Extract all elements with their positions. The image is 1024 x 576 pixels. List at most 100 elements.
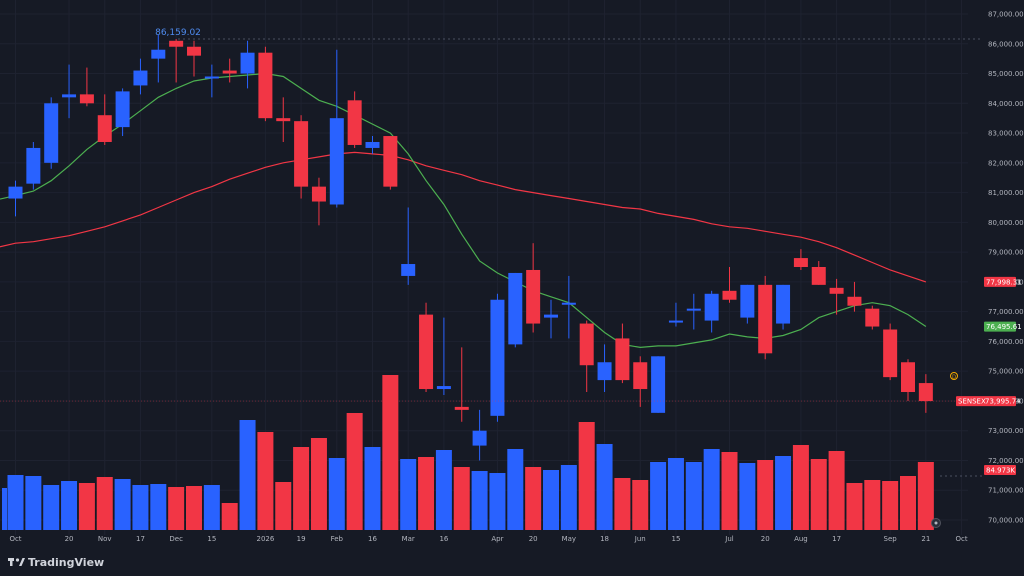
candle-body (365, 141, 380, 148)
ma-slow-badge: 77,998.31 (984, 276, 1022, 287)
volume-bar (703, 449, 720, 530)
candle-body (651, 356, 666, 413)
x-tick-label: Aug (794, 535, 808, 543)
volume-bar (275, 482, 292, 530)
y-tick-label: 86,000.00 (988, 40, 1024, 48)
candle-body (597, 362, 612, 381)
close-price-badge-value: 73,995.74 (985, 398, 1021, 406)
candle-body (187, 46, 201, 56)
volume-bar (239, 420, 256, 530)
x-axis[interactable]: Oct 20 Nov 17 Dec 15 2026 19 Feb 16 Mar 16 Apr 20 May 1… (9, 535, 967, 543)
candle-body (865, 308, 880, 327)
x-tick-label: 18 (600, 535, 609, 543)
candle-body (436, 386, 451, 390)
volume-bar (578, 422, 595, 530)
y-tick-label: 80,000.00 (988, 219, 1024, 227)
candle-body (918, 383, 933, 402)
x-tick-label: 17 (832, 535, 841, 543)
y-tick-label: 70,000.00 (988, 517, 1024, 525)
candle-body (668, 320, 683, 323)
volume-bar (650, 462, 667, 530)
overlay-layer: 86,159.02 D (0, 28, 982, 528)
candle-body (222, 70, 237, 74)
x-tick-label: 15 (207, 535, 216, 543)
candle-layer (8, 34, 933, 461)
candle-body (544, 314, 558, 318)
x-tick-label: Feb (331, 535, 344, 543)
candle-body (401, 264, 416, 276)
candle-body (704, 293, 719, 321)
candle-body (151, 49, 166, 59)
close-price-badge: SENSEX 73,995.74 (956, 396, 1021, 407)
candle-body (8, 186, 23, 199)
x-tick-label: 21 (921, 535, 930, 543)
volume-bar (739, 463, 756, 530)
ma-slow-badge-bg (984, 276, 1016, 287)
candle-body (62, 94, 77, 98)
ma-fast-badge-bg (984, 321, 1016, 332)
volume-bar (453, 467, 470, 530)
candle-body (579, 323, 594, 366)
volume-bar (310, 438, 327, 530)
candle-body (133, 70, 148, 86)
candle-body (240, 52, 255, 74)
x-tick-label: Oct (955, 535, 967, 543)
x-tick-label: 19 (297, 535, 306, 543)
candle-body (79, 94, 94, 104)
volume-bar (810, 459, 827, 530)
candle-body (44, 103, 59, 163)
volume-bar (203, 485, 220, 530)
x-tick-label: Sep (884, 535, 898, 543)
volume-bar (828, 451, 845, 530)
tradingview-logo-icon (8, 558, 25, 566)
volume-bar (846, 483, 863, 530)
volume-bar (525, 467, 542, 530)
dividend-marker-letter: D (952, 375, 956, 381)
x-tick-label: 15 (671, 535, 680, 543)
volume-bar (293, 447, 310, 530)
candle-body (758, 284, 773, 354)
x-tick-label: Apr (491, 535, 503, 543)
y-tick-label: 77,000.00 (988, 308, 1024, 316)
y-tick-label: 73,000.00 (988, 427, 1024, 435)
volume-bar (168, 487, 185, 530)
y-tick-label: 75,000.00 (988, 368, 1024, 376)
volume-bar (882, 481, 899, 530)
volume-bar (471, 471, 488, 530)
volume-badge-value: 84.973K (986, 467, 1015, 475)
y-tick-label: 72,000.00 (988, 457, 1024, 465)
volume-bar (78, 483, 95, 530)
volume-bar (435, 450, 452, 530)
volume-bar (560, 465, 577, 530)
volume-bar (685, 462, 702, 530)
candle-body (526, 269, 541, 324)
volume-bar (757, 460, 774, 530)
candle-body (508, 272, 523, 345)
y-tick-label: 76,000.00 (988, 338, 1024, 346)
volume-bar (150, 484, 167, 530)
volume-bar (864, 480, 881, 530)
brand-name: TradingView (28, 556, 104, 569)
candle-body (294, 121, 309, 187)
volume-badge-bg (984, 465, 1016, 475)
candle-body (276, 118, 291, 122)
volume-bar (346, 413, 363, 530)
y-tick-label: 81,000.00 (988, 189, 1024, 197)
candle-body (97, 115, 112, 142)
volume-bar (721, 452, 738, 530)
volume-bar (900, 476, 916, 530)
x-tick-label: Nov (98, 535, 112, 543)
candle-body (740, 284, 755, 318)
y-tick-label: 82,000.00 (988, 159, 1024, 167)
x-tick-label: Mar (402, 535, 415, 543)
x-tick-label: 20 (65, 535, 74, 543)
x-tick-label: 2026 (256, 535, 274, 543)
volume-bar (507, 449, 524, 530)
x-tick-label: Jun (634, 535, 646, 543)
volume-bar (43, 485, 60, 530)
x-tick-label: 20 (529, 535, 538, 543)
volume-bar (257, 432, 274, 530)
y-axis[interactable]: 70,000.0071,000.0072,000.0073,000.0074,0… (956, 11, 1024, 525)
